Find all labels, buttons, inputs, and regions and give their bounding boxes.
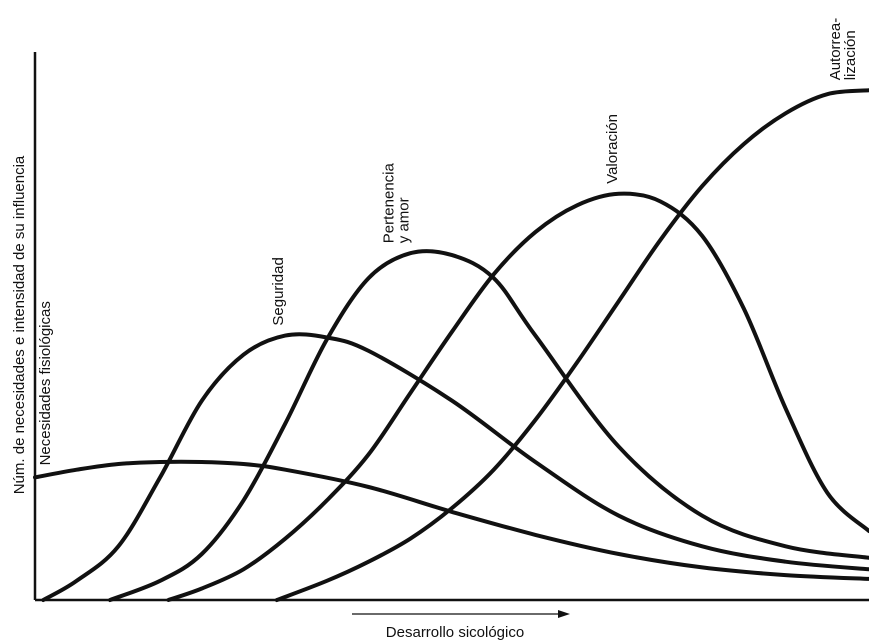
series-label-3: Pertenenciay amor xyxy=(380,162,412,243)
x-axis-label: Desarrollo sicológico xyxy=(386,624,524,641)
series-label-1-line-1: Necesidades fisiológicas xyxy=(37,301,54,465)
series-line-4 xyxy=(166,191,869,602)
series-line-1 xyxy=(33,459,869,581)
series-label-4-line-1: Valoración xyxy=(604,114,621,184)
series-label-5-line-1: Autorrea- xyxy=(827,18,844,81)
series-label-2-line-1: Seguridad xyxy=(270,257,287,325)
series-label-3-line-2: y amor xyxy=(395,197,412,243)
series-line-2 xyxy=(41,332,869,602)
series-label-2: Seguridad xyxy=(270,257,287,325)
y-axis-label: Núm. de necesidades e intensidad de su i… xyxy=(11,155,28,494)
series-line-5 xyxy=(274,88,869,602)
series-label-5: Autorrea-lización xyxy=(827,18,859,81)
series-line-3 xyxy=(108,249,869,602)
series-label-4: Valoración xyxy=(604,114,621,184)
series-label-3-line-1: Pertenencia xyxy=(380,162,397,243)
series-label-5-line-2: lización xyxy=(842,30,859,80)
series-label-1: Necesidades fisiológicas xyxy=(37,301,54,465)
x-axis-arrow-head xyxy=(558,610,570,618)
series-labels: Necesidades fisiológicas Seguridad Pertene… xyxy=(37,18,859,466)
series-group xyxy=(33,88,869,602)
